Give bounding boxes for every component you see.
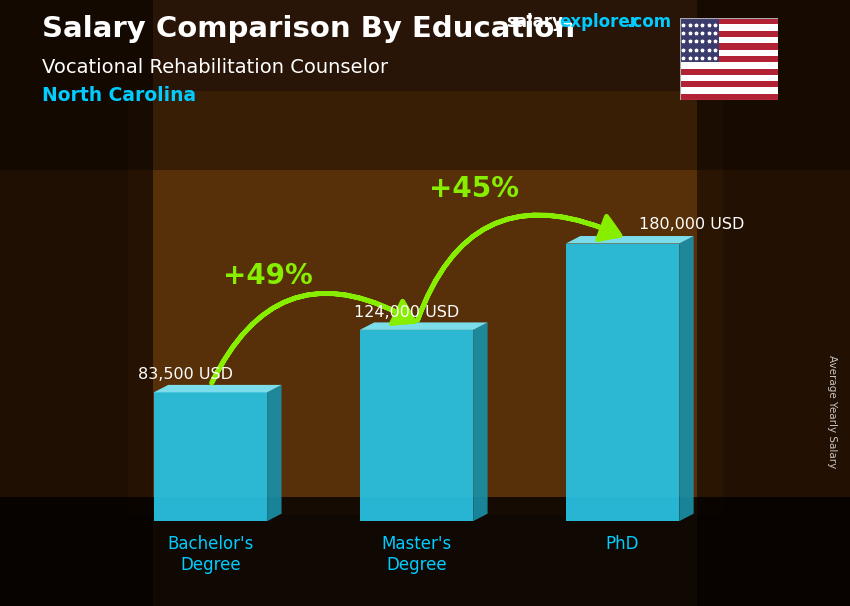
Bar [566, 244, 679, 521]
Bar [697, 0, 850, 606]
Bar [680, 37, 778, 44]
Bar [680, 31, 778, 37]
Bar [680, 56, 778, 62]
Bar [680, 24, 778, 31]
Polygon shape [679, 236, 694, 521]
Polygon shape [566, 236, 694, 244]
Text: Vocational Rehabilitation Counselor: Vocational Rehabilitation Counselor [42, 58, 388, 76]
Bar [680, 81, 778, 87]
Text: 83,500 USD: 83,500 USD [139, 367, 233, 382]
Bar [680, 44, 778, 50]
Text: salary: salary [506, 13, 563, 32]
Polygon shape [473, 322, 488, 521]
Text: 124,000 USD: 124,000 USD [354, 305, 459, 320]
Bar [680, 68, 778, 75]
Bar [128, 91, 722, 515]
Bar [680, 62, 778, 68]
Text: Average Yearly Salary: Average Yearly Salary [827, 356, 837, 468]
Text: 180,000 USD: 180,000 USD [639, 216, 745, 231]
Bar [154, 392, 267, 521]
Text: .com: .com [626, 13, 672, 32]
Bar [0, 497, 850, 606]
Text: North Carolina: North Carolina [42, 86, 196, 105]
Polygon shape [267, 385, 281, 521]
Text: Salary Comparison By Education: Salary Comparison By Education [42, 15, 575, 43]
FancyArrowPatch shape [417, 215, 620, 321]
Bar [360, 330, 473, 521]
Polygon shape [360, 322, 488, 330]
Text: +49%: +49% [224, 262, 313, 290]
Text: +45%: +45% [429, 175, 519, 203]
Bar [680, 18, 778, 24]
Bar [0, 0, 850, 170]
Text: explorer: explorer [559, 13, 638, 32]
Polygon shape [154, 385, 281, 392]
Bar [680, 50, 778, 56]
Bar [680, 94, 778, 100]
Bar [680, 87, 778, 94]
Bar [0, 0, 153, 606]
Bar [680, 75, 778, 81]
FancyArrowPatch shape [212, 293, 414, 383]
Bar [680, 18, 719, 62]
